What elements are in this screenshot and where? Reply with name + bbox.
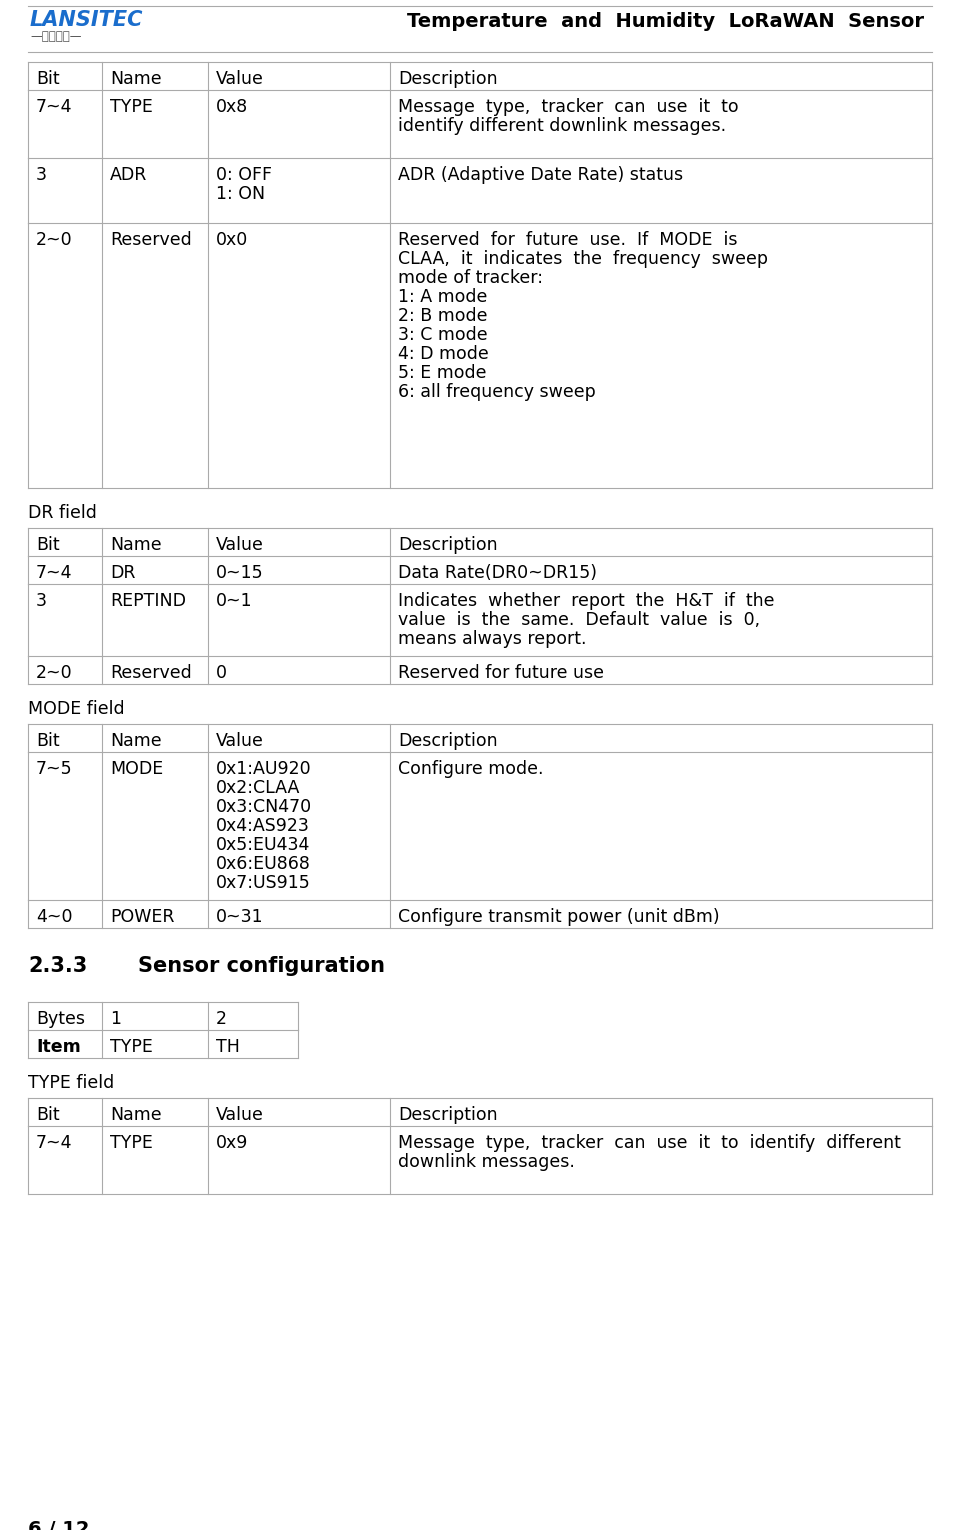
Text: 2~0: 2~0 xyxy=(36,664,73,682)
Text: Description: Description xyxy=(398,1106,497,1125)
Text: 1: A mode: 1: A mode xyxy=(398,288,488,306)
Text: Reserved: Reserved xyxy=(110,664,192,682)
Text: Bytes: Bytes xyxy=(36,1010,85,1028)
Text: 1: ON: 1: ON xyxy=(216,185,265,203)
Text: Name: Name xyxy=(110,536,162,554)
Text: LANSITEC: LANSITEC xyxy=(30,11,144,31)
Text: Value: Value xyxy=(216,536,263,554)
Text: Value: Value xyxy=(216,731,263,750)
Text: 3: 3 xyxy=(36,165,47,184)
Text: MODE field: MODE field xyxy=(28,701,125,718)
Text: means always report.: means always report. xyxy=(398,630,586,649)
Text: Reserved  for  future  use.  If  MODE  is: Reserved for future use. If MODE is xyxy=(398,231,738,249)
Text: 7~5: 7~5 xyxy=(36,760,73,777)
Text: 0x8: 0x8 xyxy=(216,98,248,116)
Text: 0x9: 0x9 xyxy=(216,1134,248,1152)
Text: Sensor configuration: Sensor configuration xyxy=(138,956,385,976)
Text: Description: Description xyxy=(398,70,497,89)
Text: —智能联接—: —智能联接— xyxy=(30,31,81,43)
Text: POWER: POWER xyxy=(110,907,174,926)
Text: 6: all frequency sweep: 6: all frequency sweep xyxy=(398,382,596,401)
Text: 0x1:AU920: 0x1:AU920 xyxy=(216,760,311,777)
Text: Item: Item xyxy=(36,1037,80,1056)
Text: TYPE: TYPE xyxy=(110,1134,153,1152)
Text: Description: Description xyxy=(398,731,497,750)
Text: Value: Value xyxy=(216,1106,263,1125)
Text: 4: D mode: 4: D mode xyxy=(398,344,489,363)
Text: Message  type,  tracker  can  use  it  to: Message type, tracker can use it to xyxy=(398,98,739,116)
Text: DR field: DR field xyxy=(28,503,97,522)
Text: Indicates  whether  report  the  H&T  if  the: Indicates whether report the H&T if the xyxy=(398,592,774,610)
Text: Bit: Bit xyxy=(36,731,59,750)
Text: Data Rate(DR0~DR15): Data Rate(DR0~DR15) xyxy=(398,565,597,581)
Text: ADR (Adaptive Date Rate) status: ADR (Adaptive Date Rate) status xyxy=(398,165,683,184)
Text: Reserved for future use: Reserved for future use xyxy=(398,664,604,682)
Text: 0x3:CN470: 0x3:CN470 xyxy=(216,799,312,815)
Text: 0x6:EU868: 0x6:EU868 xyxy=(216,855,311,874)
Text: 0x0: 0x0 xyxy=(216,231,248,249)
Text: TYPE: TYPE xyxy=(110,98,153,116)
Text: REPTIND: REPTIND xyxy=(110,592,186,610)
Text: identify different downlink messages.: identify different downlink messages. xyxy=(398,116,726,135)
Text: TYPE field: TYPE field xyxy=(28,1074,114,1092)
Text: 0x5:EU434: 0x5:EU434 xyxy=(216,835,310,854)
Text: 6 / 12: 6 / 12 xyxy=(28,1519,89,1530)
Text: 0: 0 xyxy=(216,664,227,682)
Text: downlink messages.: downlink messages. xyxy=(398,1154,575,1170)
Text: Message  type,  tracker  can  use  it  to  identify  different: Message type, tracker can use it to iden… xyxy=(398,1134,901,1152)
Text: value  is  the  same.  Default  value  is  0,: value is the same. Default value is 0, xyxy=(398,610,760,629)
Text: Bit: Bit xyxy=(36,70,59,89)
Text: 0x7:US915: 0x7:US915 xyxy=(216,874,310,892)
Text: Value: Value xyxy=(216,70,263,89)
Text: Temperature  and  Humidity  LoRaWAN  Sensor: Temperature and Humidity LoRaWAN Sensor xyxy=(407,12,924,31)
Text: 0~31: 0~31 xyxy=(216,907,263,926)
Text: DR: DR xyxy=(110,565,135,581)
Text: Configure mode.: Configure mode. xyxy=(398,760,543,777)
Text: Configure transmit power (unit dBm): Configure transmit power (unit dBm) xyxy=(398,907,719,926)
Text: 7~4: 7~4 xyxy=(36,1134,73,1152)
Text: TYPE: TYPE xyxy=(110,1037,153,1056)
Text: 3: C mode: 3: C mode xyxy=(398,326,488,344)
Text: 4~0: 4~0 xyxy=(36,907,73,926)
Text: Name: Name xyxy=(110,70,162,89)
Text: 2: B mode: 2: B mode xyxy=(398,308,488,324)
Text: Bit: Bit xyxy=(36,536,59,554)
Text: TH: TH xyxy=(216,1037,240,1056)
Text: Bit: Bit xyxy=(36,1106,59,1125)
Text: MODE: MODE xyxy=(110,760,163,777)
Text: CLAA,  it  indicates  the  frequency  sweep: CLAA, it indicates the frequency sweep xyxy=(398,249,768,268)
Text: 2: 2 xyxy=(216,1010,227,1028)
Text: 7~4: 7~4 xyxy=(36,565,73,581)
Text: 2~0: 2~0 xyxy=(36,231,73,249)
Text: 0x2:CLAA: 0x2:CLAA xyxy=(216,779,301,797)
Text: Name: Name xyxy=(110,1106,162,1125)
Text: 1: 1 xyxy=(110,1010,121,1028)
Text: 0: OFF: 0: OFF xyxy=(216,165,272,184)
Text: ADR: ADR xyxy=(110,165,148,184)
Text: mode of tracker:: mode of tracker: xyxy=(398,269,543,288)
Text: 0~1: 0~1 xyxy=(216,592,253,610)
Text: Reserved: Reserved xyxy=(110,231,192,249)
Text: 5: E mode: 5: E mode xyxy=(398,364,487,382)
Text: 0x4:AS923: 0x4:AS923 xyxy=(216,817,309,835)
Text: 0~15: 0~15 xyxy=(216,565,263,581)
Text: 7~4: 7~4 xyxy=(36,98,73,116)
Text: 3: 3 xyxy=(36,592,47,610)
Text: Name: Name xyxy=(110,731,162,750)
Text: Description: Description xyxy=(398,536,497,554)
Text: 2.3.3: 2.3.3 xyxy=(28,956,87,976)
